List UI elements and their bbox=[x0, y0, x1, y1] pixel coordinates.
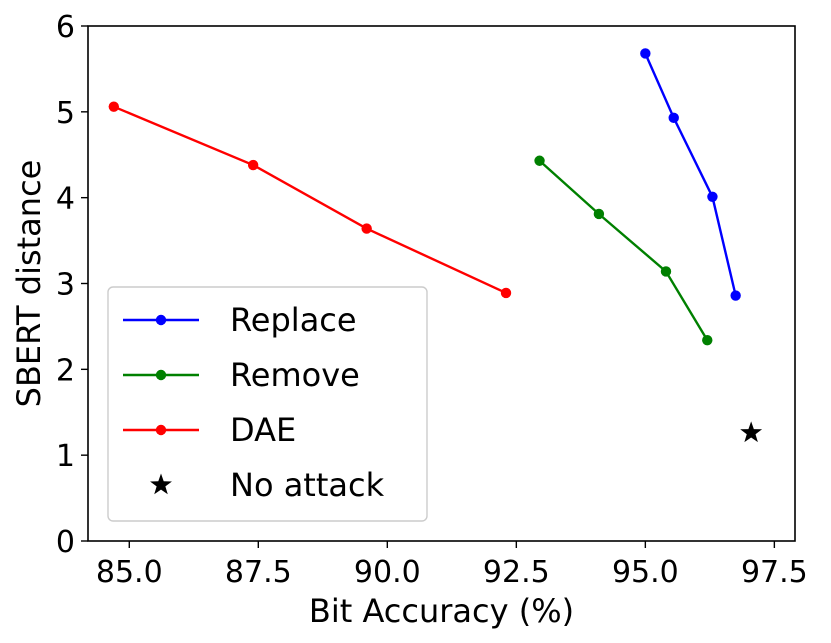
x-tick-label: 97.5 bbox=[741, 555, 808, 590]
y-tick-label: 2 bbox=[56, 353, 75, 388]
x-tick-label: 87.5 bbox=[225, 555, 292, 590]
data-point bbox=[247, 159, 259, 171]
series-dae bbox=[108, 101, 512, 299]
x-tick-label: 95.0 bbox=[612, 555, 679, 590]
legend-marker bbox=[155, 424, 167, 436]
x-tick-label: 90.0 bbox=[354, 555, 421, 590]
series-replace bbox=[640, 48, 741, 301]
legend-label: Replace bbox=[230, 301, 357, 339]
data-point bbox=[361, 223, 372, 234]
legend-label: DAE bbox=[230, 411, 296, 449]
legend-box bbox=[107, 286, 428, 522]
y-axis-label: SBERT distance bbox=[10, 160, 48, 408]
y-tick-label: 5 bbox=[56, 96, 75, 131]
y-tick-label: 3 bbox=[56, 268, 75, 303]
series-line bbox=[538, 159, 709, 341]
legend-marker bbox=[155, 369, 167, 381]
data-point bbox=[108, 101, 120, 112]
series-line bbox=[644, 52, 737, 296]
data-point bbox=[702, 334, 713, 346]
series-layer bbox=[108, 48, 763, 443]
y-tick-label: 1 bbox=[56, 439, 75, 474]
series-line bbox=[113, 105, 507, 295]
legend-marker bbox=[155, 314, 167, 326]
data-point bbox=[707, 191, 718, 203]
data-point bbox=[534, 155, 545, 166]
legend-marker-star bbox=[150, 473, 172, 495]
legend-label: No attack bbox=[230, 466, 385, 504]
data-point bbox=[660, 266, 672, 277]
y-tick-label: 6 bbox=[56, 10, 75, 45]
y-axis-ticks: 0 1 2 3 4 5 6 bbox=[56, 10, 88, 560]
y-tick-label: 4 bbox=[56, 182, 75, 217]
x-tick-label: 85.0 bbox=[96, 555, 163, 590]
data-point bbox=[640, 48, 651, 59]
legend-label: Remove bbox=[230, 356, 360, 394]
series-remove bbox=[534, 155, 713, 346]
data-point bbox=[730, 290, 741, 301]
data-point bbox=[500, 287, 512, 299]
series-no-attack bbox=[740, 421, 763, 443]
legend: Replace Remove DAE No attack bbox=[107, 286, 428, 522]
data-point bbox=[668, 112, 679, 124]
x-tick-label: 92.5 bbox=[483, 555, 550, 590]
y-tick-label: 0 bbox=[56, 525, 75, 560]
x-axis-label: Bit Accuracy (%) bbox=[309, 592, 574, 630]
data-point bbox=[593, 208, 605, 220]
data-point-star bbox=[740, 421, 763, 443]
x-axis-ticks: 85.0 87.5 90.0 92.5 95.0 97.5 bbox=[96, 541, 808, 590]
